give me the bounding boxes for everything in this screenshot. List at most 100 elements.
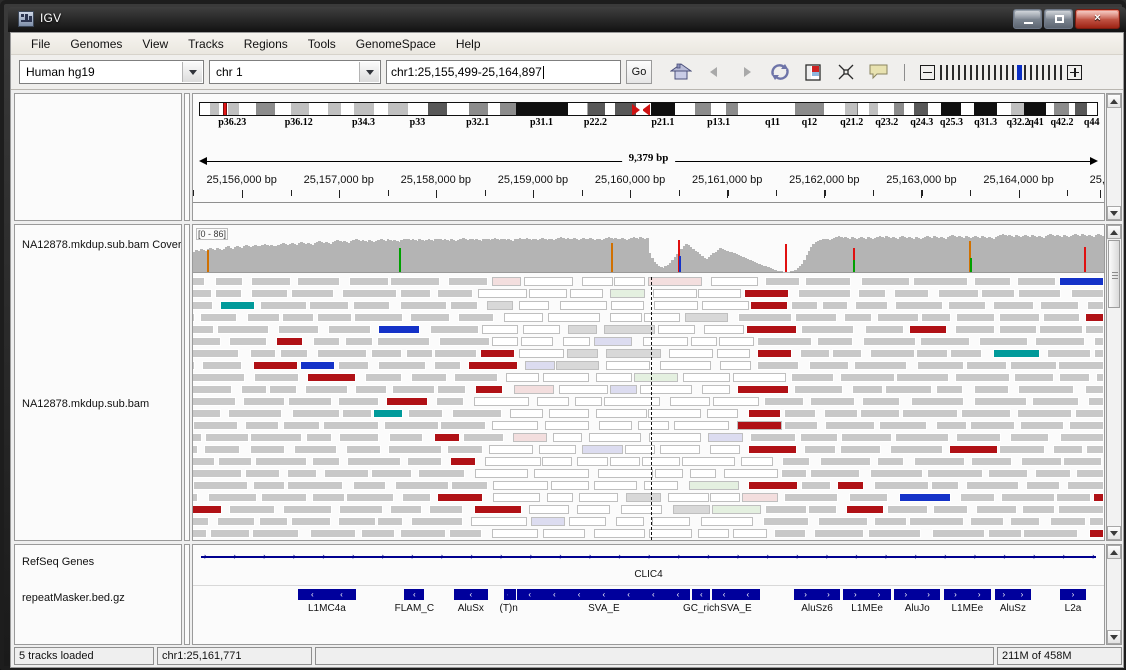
alignment-read[interactable] [287,481,343,490]
alignment-read[interactable] [980,289,1015,298]
maximize-button[interactable] [1044,9,1073,29]
alignment-read[interactable] [376,337,430,346]
alignment-read[interactable] [896,373,949,382]
alignment-read[interactable] [801,325,854,334]
alignment-read[interactable] [690,337,717,346]
alignment-read[interactable] [1085,445,1104,454]
alignment-read[interactable] [541,457,572,466]
alignment-read[interactable] [697,529,730,538]
alignment-read[interactable] [1086,301,1104,310]
menu-tools[interactable]: Tools [307,36,336,51]
alignment-data-column[interactable]: [0 - 86] [192,224,1105,541]
alignment-read[interactable] [317,313,352,322]
alignment-read[interactable] [670,397,711,406]
alignment-read[interactable] [869,469,924,478]
alignment-read[interactable] [610,301,644,310]
zoom-tick-8[interactable] [986,64,992,80]
alignment-read[interactable] [873,517,907,526]
alignment-read[interactable] [616,517,644,526]
alignment-read[interactable] [228,505,275,514]
alignment-read[interactable] [970,421,1016,430]
alignment-read[interactable] [338,433,380,442]
alignment-read[interactable] [955,373,1011,382]
alignment-read[interactable] [658,325,696,334]
zoom-tick-18[interactable] [1046,64,1052,80]
alignment-read[interactable] [346,493,395,502]
alignment-read[interactable] [935,385,964,394]
alignment-read[interactable] [713,397,760,406]
alignment-read[interactable] [193,505,223,514]
alignment-read[interactable] [950,349,983,358]
refresh-icon[interactable] [766,59,794,85]
alignment-read[interactable] [305,433,333,442]
zoom-out-button[interactable] [920,64,935,80]
zoom-tick-15[interactable] [1028,64,1034,80]
alignment-read[interactable] [249,433,302,442]
alignment-read[interactable] [536,397,570,406]
alignment-read[interactable] [954,325,996,334]
alignment-read[interactable] [1040,301,1079,310]
alignment-read[interactable] [388,433,424,442]
alignment-read[interactable] [749,433,797,442]
alignment-read[interactable] [747,409,782,418]
alignment-read[interactable] [894,289,929,298]
alignment-read[interactable] [193,445,199,454]
track-name-coverage[interactable]: NA12878.mkdup.sub.bam Covera [22,239,182,251]
zoom-tick-6[interactable] [974,64,980,80]
alignment-read[interactable] [328,325,371,334]
alignment-read[interactable] [949,445,998,454]
track-name-repeatmasker[interactable]: repeatMasker.bed.gz [22,592,125,604]
genome-select[interactable]: Human hg19 [19,60,204,84]
alignment-read[interactable] [474,469,529,478]
alignment-read[interactable] [389,277,441,286]
alignment-read[interactable] [246,313,281,322]
alignment-read[interactable] [304,385,348,394]
zoom-tick-1[interactable] [944,64,950,80]
alignment-read[interactable] [373,409,403,418]
alignment-read[interactable] [1088,529,1104,538]
alignment-read[interactable] [313,337,341,346]
alignment-read[interactable] [253,373,300,382]
alignment-read[interactable] [724,469,779,478]
alignment-read[interactable] [708,433,743,442]
alignment-read[interactable] [402,493,432,502]
alignment-read[interactable] [877,313,920,322]
alignment-read[interactable] [757,337,813,346]
alignment-read[interactable] [719,337,755,346]
alignment-read[interactable] [242,397,285,406]
alignment-read[interactable] [505,373,540,382]
alignment-read[interactable] [454,373,498,382]
repeat-feature[interactable]: › › [943,589,992,600]
zoom-tick-10[interactable] [998,64,1004,80]
alignment-read[interactable] [825,421,875,430]
alignment-read[interactable] [543,529,586,538]
alignment-read[interactable] [448,529,482,538]
alignment-read[interactable] [309,301,349,310]
alignment-read[interactable] [387,445,442,454]
alignment-read[interactable] [1058,373,1090,382]
alignment-read[interactable] [378,325,421,334]
alignment-read[interactable] [938,289,979,298]
alignment-read[interactable] [1084,385,1104,394]
alignment-read[interactable] [709,493,740,502]
alignment-read[interactable] [908,325,947,334]
alignment-read[interactable] [781,457,811,466]
alignment-read[interactable] [193,385,232,394]
repeat-feature[interactable]: ‹ [692,589,711,600]
alignment-read[interactable] [868,529,921,538]
alignment-read[interactable] [702,301,749,310]
alignment-read[interactable] [252,361,299,370]
alignment-read[interactable] [581,277,613,286]
alignment-read[interactable] [293,445,338,454]
alignment-read[interactable] [698,289,742,298]
alignment-read[interactable] [525,361,555,370]
zoom-tick-9[interactable] [992,64,998,80]
alignment-read[interactable] [250,277,291,286]
alignment-read[interactable] [1089,517,1104,526]
alignment-read[interactable] [805,277,852,286]
alignment-read[interactable] [894,301,944,310]
alignment-read[interactable] [193,529,208,538]
zoom-tick-2[interactable] [950,64,956,80]
alignment-read[interactable] [283,421,321,430]
alignment-read[interactable] [471,517,527,526]
